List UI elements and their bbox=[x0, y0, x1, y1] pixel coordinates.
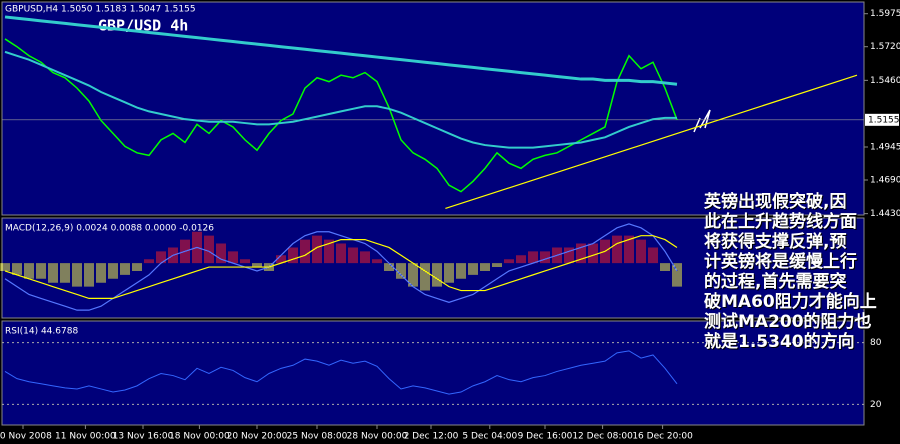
note-line: 的过程,首先需要突 bbox=[704, 272, 847, 292]
x-tick-label: 11 Nov 00:00 bbox=[55, 432, 116, 442]
y-tick-label: 80 bbox=[870, 338, 882, 348]
x-tick-label: 18 Nov 00:00 bbox=[169, 432, 230, 442]
x-tick-label: 5 Dec 04:00 bbox=[462, 432, 517, 442]
x-tick-label: 16 Dec 20:00 bbox=[632, 432, 693, 442]
x-tick-label: 2 Dec 12:00 bbox=[404, 432, 459, 442]
series-line bbox=[4, 15, 678, 86]
annotation-text: 英镑出现假突破,因 此在上升趋势线方面 将获得支撑反弹,预 计英镑将是缓慢上行 的过程,… bbox=[704, 192, 894, 352]
series-line bbox=[4, 350, 678, 395]
note-line: 此在上升趋势线方面 bbox=[704, 212, 857, 232]
series-line bbox=[4, 223, 678, 311]
annotation-arrow bbox=[693, 109, 711, 133]
x-tick-label: 20 Nov 20:00 bbox=[227, 432, 288, 442]
y-tick-label: 1.5460 bbox=[870, 76, 900, 86]
x-tick-label: 10 Nov 2008 bbox=[0, 432, 52, 442]
current-price-label: 1.5155 bbox=[868, 115, 900, 125]
x-tick-label: 12 Dec 08:00 bbox=[572, 432, 633, 442]
price-panel bbox=[1, 1, 865, 216]
x-tick-label: 25 Nov 08:00 bbox=[287, 432, 348, 442]
macd-header: MACD(12,26,9) 0.0024 0.0088 0.0000 -0.01… bbox=[5, 224, 214, 234]
y-tick-label: 1.4430 bbox=[870, 209, 900, 219]
y-tick-label: 1.4945 bbox=[870, 143, 900, 153]
y-tick-label: 1.4690 bbox=[870, 176, 900, 186]
current-price-box bbox=[865, 113, 899, 126]
series-line bbox=[4, 38, 678, 193]
x-tick-label: 28 Nov 00:00 bbox=[347, 432, 408, 442]
note-line: 破MA60阻力才能向上 bbox=[704, 292, 877, 312]
series-line bbox=[4, 235, 678, 299]
rsi-panel bbox=[1, 320, 865, 426]
note-line: 英镑出现假突破,因 bbox=[704, 192, 847, 212]
header: GBPUSD,H4 1.5050 1.5183 1.5047 1.5155 bbox=[5, 5, 196, 15]
y-tick-label: 1.5975 bbox=[870, 9, 900, 19]
x-tick-label: 9 Dec 16:00 bbox=[518, 432, 573, 442]
rsi-header: RSI(14) 44.6788 bbox=[5, 327, 78, 337]
y-tick-label: 20 bbox=[870, 400, 882, 410]
note-line: 将获得支撑反弹,预 bbox=[704, 232, 847, 252]
series-line bbox=[4, 50, 677, 149]
y-tick-label: 1.5720 bbox=[870, 42, 900, 52]
x-tick-label: 13 Nov 16:00 bbox=[113, 432, 174, 442]
trendline bbox=[445, 74, 858, 210]
note-line: 就是1.5340的方向 bbox=[704, 332, 855, 352]
note-line: 计英镑将是缓慢上行 bbox=[704, 252, 857, 272]
note-line: 测试MA200的阻力也 bbox=[704, 312, 872, 332]
